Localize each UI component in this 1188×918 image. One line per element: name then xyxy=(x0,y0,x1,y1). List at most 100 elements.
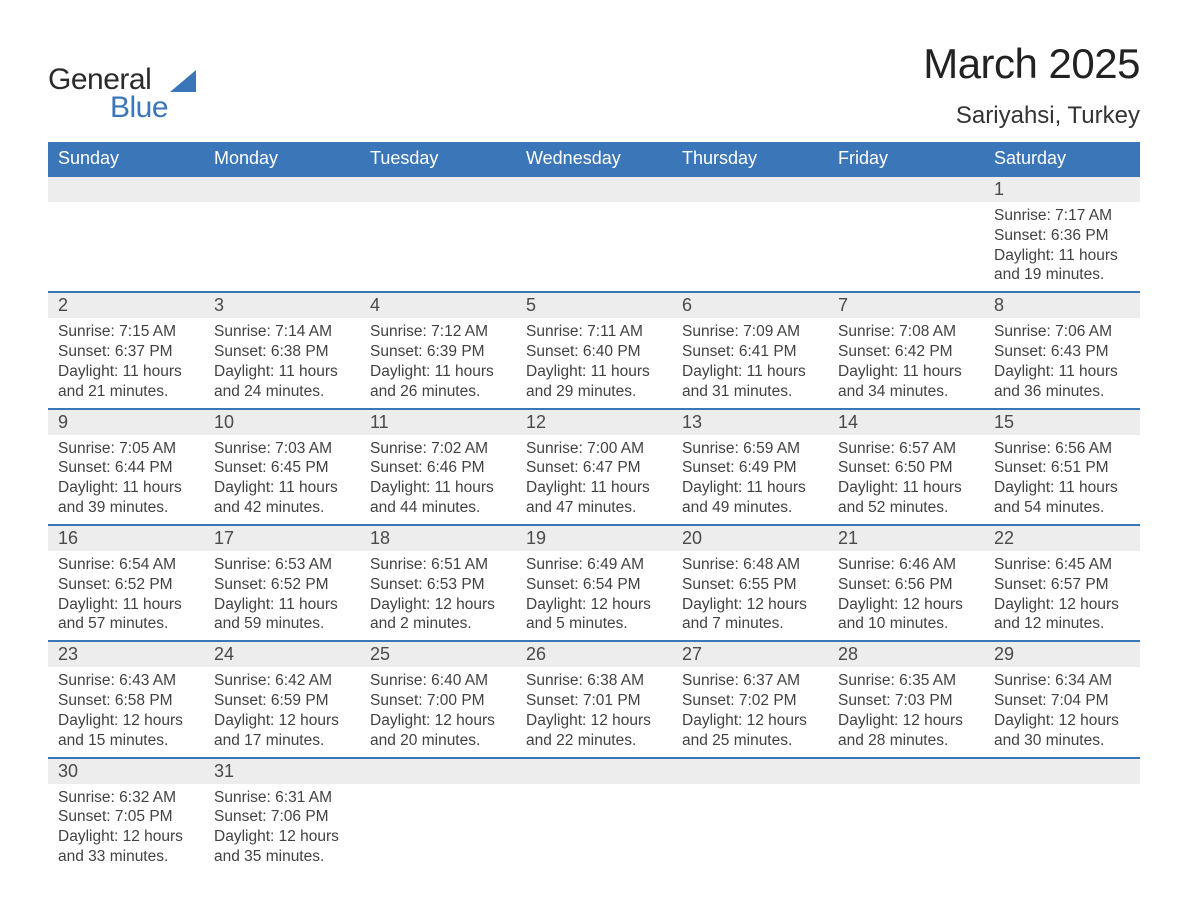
day-detail-cell: Sunrise: 7:11 AMSunset: 6:40 PMDaylight:… xyxy=(516,318,672,408)
weekday-header: Saturday xyxy=(984,142,1140,176)
sunrise-text: Sunrise: 6:56 AM xyxy=(994,439,1130,459)
daylight-line1: Daylight: 12 hours xyxy=(838,711,974,731)
sunrise-text: Sunrise: 7:12 AM xyxy=(370,322,506,342)
day-number-cell: 15 xyxy=(984,409,1140,435)
daylight-line2: and 30 minutes. xyxy=(994,731,1130,751)
day-detail-cell: Sunrise: 6:42 AMSunset: 6:59 PMDaylight:… xyxy=(204,667,360,757)
day-detail-cell: Sunrise: 6:40 AMSunset: 7:00 PMDaylight:… xyxy=(360,667,516,757)
sunset-text: Sunset: 6:43 PM xyxy=(994,342,1130,362)
day-detail-cell: Sunrise: 7:06 AMSunset: 6:43 PMDaylight:… xyxy=(984,318,1140,408)
day-number-cell: 24 xyxy=(204,641,360,667)
sunrise-text: Sunrise: 6:34 AM xyxy=(994,671,1130,691)
daylight-line2: and 19 minutes. xyxy=(994,265,1130,285)
day-detail-cell xyxy=(360,202,516,292)
day-detail-cell: Sunrise: 6:51 AMSunset: 6:53 PMDaylight:… xyxy=(360,551,516,641)
sunrise-text: Sunrise: 6:53 AM xyxy=(214,555,350,575)
daylight-line1: Daylight: 11 hours xyxy=(994,362,1130,382)
daylight-line2: and 47 minutes. xyxy=(526,498,662,518)
daylight-line2: and 36 minutes. xyxy=(994,382,1130,402)
calendar-table: SundayMondayTuesdayWednesdayThursdayFrid… xyxy=(48,142,1140,873)
daylight-line1: Daylight: 12 hours xyxy=(370,711,506,731)
daylight-line2: and 42 minutes. xyxy=(214,498,350,518)
day-detail-cell: Sunrise: 6:49 AMSunset: 6:54 PMDaylight:… xyxy=(516,551,672,641)
daylight-line2: and 57 minutes. xyxy=(58,614,194,634)
day-number-cell: 22 xyxy=(984,525,1140,551)
daylight-line2: and 22 minutes. xyxy=(526,731,662,751)
daylight-line1: Daylight: 12 hours xyxy=(994,595,1130,615)
day-detail-cell: Sunrise: 6:43 AMSunset: 6:58 PMDaylight:… xyxy=(48,667,204,757)
daylight-line2: and 49 minutes. xyxy=(682,498,818,518)
daylight-line1: Daylight: 11 hours xyxy=(526,478,662,498)
day-number-cell xyxy=(984,758,1140,784)
daylight-line2: and 26 minutes. xyxy=(370,382,506,402)
daylight-line2: and 35 minutes. xyxy=(214,847,350,867)
day-number-cell: 18 xyxy=(360,525,516,551)
sunset-text: Sunset: 6:59 PM xyxy=(214,691,350,711)
day-number-cell xyxy=(360,176,516,202)
day-number-cell: 11 xyxy=(360,409,516,435)
day-detail-row: Sunrise: 7:17 AMSunset: 6:36 PMDaylight:… xyxy=(48,202,1140,292)
day-detail-cell: Sunrise: 7:14 AMSunset: 6:38 PMDaylight:… xyxy=(204,318,360,408)
day-number-cell: 21 xyxy=(828,525,984,551)
daylight-line1: Daylight: 12 hours xyxy=(526,711,662,731)
daylight-line2: and 44 minutes. xyxy=(370,498,506,518)
day-number-cell: 30 xyxy=(48,758,204,784)
sunset-text: Sunset: 6:58 PM xyxy=(58,691,194,711)
sunrise-text: Sunrise: 6:54 AM xyxy=(58,555,194,575)
daylight-line2: and 2 minutes. xyxy=(370,614,506,634)
daylight-line2: and 7 minutes. xyxy=(682,614,818,634)
day-detail-cell: Sunrise: 7:08 AMSunset: 6:42 PMDaylight:… xyxy=(828,318,984,408)
daylight-line1: Daylight: 11 hours xyxy=(58,362,194,382)
sunrise-text: Sunrise: 6:38 AM xyxy=(526,671,662,691)
logo-triangle-icon xyxy=(170,70,196,92)
sunset-text: Sunset: 6:38 PM xyxy=(214,342,350,362)
logo-text: GeneralBlue xyxy=(48,64,168,123)
daylight-line2: and 15 minutes. xyxy=(58,731,194,751)
daylight-line2: and 20 minutes. xyxy=(370,731,506,751)
sunset-text: Sunset: 6:52 PM xyxy=(58,575,194,595)
sunrise-text: Sunrise: 7:05 AM xyxy=(58,439,194,459)
weekday-header: Friday xyxy=(828,142,984,176)
daylight-line1: Daylight: 12 hours xyxy=(682,711,818,731)
daylight-line1: Daylight: 11 hours xyxy=(214,595,350,615)
sunset-text: Sunset: 6:41 PM xyxy=(682,342,818,362)
day-number-row: 3031 xyxy=(48,758,1140,784)
day-number-cell xyxy=(672,758,828,784)
day-number-cell xyxy=(360,758,516,784)
daylight-line2: and 52 minutes. xyxy=(838,498,974,518)
day-detail-cell xyxy=(828,202,984,292)
day-number-cell: 13 xyxy=(672,409,828,435)
sunset-text: Sunset: 6:57 PM xyxy=(994,575,1130,595)
daylight-line2: and 12 minutes. xyxy=(994,614,1130,634)
daylight-line1: Daylight: 11 hours xyxy=(58,478,194,498)
day-detail-cell: Sunrise: 7:05 AMSunset: 6:44 PMDaylight:… xyxy=(48,435,204,525)
daylight-line1: Daylight: 11 hours xyxy=(682,362,818,382)
sunset-text: Sunset: 6:44 PM xyxy=(58,458,194,478)
sunrise-text: Sunrise: 7:09 AM xyxy=(682,322,818,342)
daylight-line2: and 29 minutes. xyxy=(526,382,662,402)
day-detail-cell: Sunrise: 6:54 AMSunset: 6:52 PMDaylight:… xyxy=(48,551,204,641)
day-detail-cell: Sunrise: 6:35 AMSunset: 7:03 PMDaylight:… xyxy=(828,667,984,757)
weekday-header: Sunday xyxy=(48,142,204,176)
day-number-cell: 17 xyxy=(204,525,360,551)
sunrise-text: Sunrise: 7:03 AM xyxy=(214,439,350,459)
sunrise-text: Sunrise: 6:31 AM xyxy=(214,788,350,808)
day-number-cell: 20 xyxy=(672,525,828,551)
day-detail-cell: Sunrise: 7:12 AMSunset: 6:39 PMDaylight:… xyxy=(360,318,516,408)
daylight-line1: Daylight: 12 hours xyxy=(994,711,1130,731)
weekday-header: Monday xyxy=(204,142,360,176)
day-detail-cell: Sunrise: 7:02 AMSunset: 6:46 PMDaylight:… xyxy=(360,435,516,525)
day-detail-cell: Sunrise: 6:59 AMSunset: 6:49 PMDaylight:… xyxy=(672,435,828,525)
daylight-line2: and 54 minutes. xyxy=(994,498,1130,518)
sunrise-text: Sunrise: 7:11 AM xyxy=(526,322,662,342)
day-number-cell: 12 xyxy=(516,409,672,435)
sunset-text: Sunset: 6:36 PM xyxy=(994,226,1130,246)
sunset-text: Sunset: 6:37 PM xyxy=(58,342,194,362)
sunrise-text: Sunrise: 6:59 AM xyxy=(682,439,818,459)
daylight-line2: and 5 minutes. xyxy=(526,614,662,634)
logo-word-2: Blue xyxy=(48,92,168,124)
sunset-text: Sunset: 6:51 PM xyxy=(994,458,1130,478)
daylight-line1: Daylight: 12 hours xyxy=(526,595,662,615)
sunset-text: Sunset: 6:54 PM xyxy=(526,575,662,595)
day-detail-cell xyxy=(204,202,360,292)
